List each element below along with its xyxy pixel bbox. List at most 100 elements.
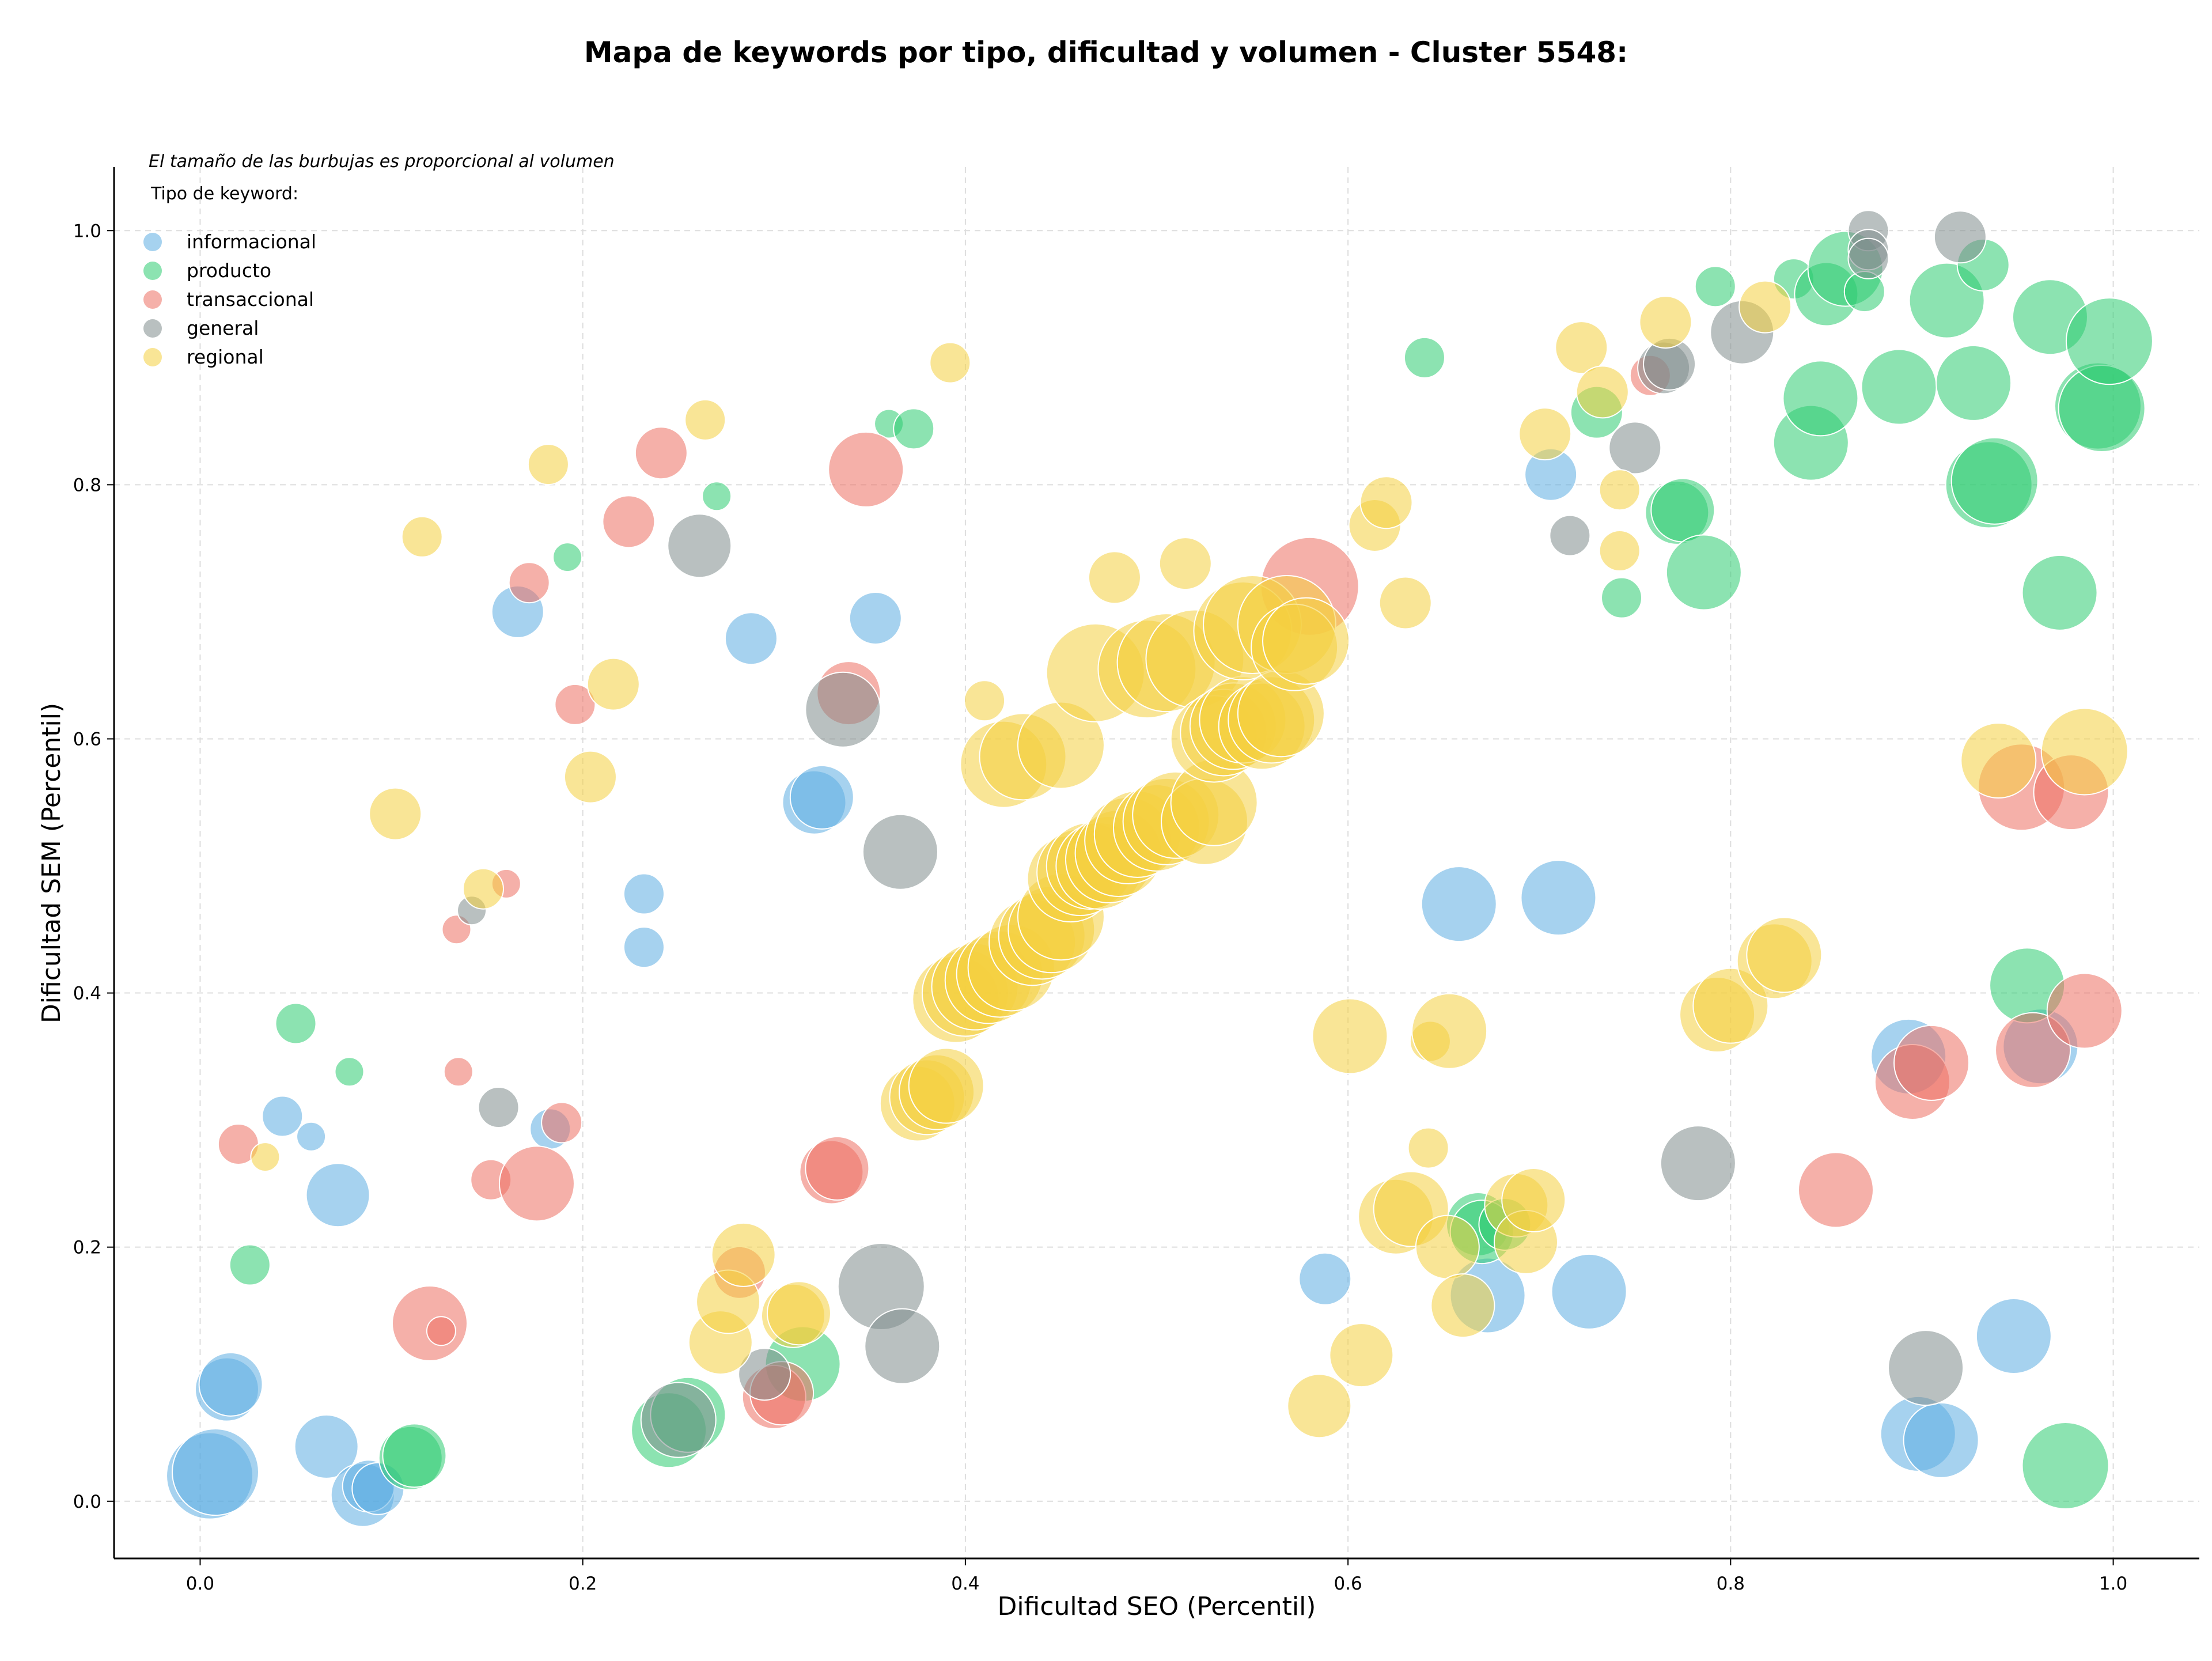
bubble-producto[interactable] <box>229 1244 271 1286</box>
bubble-transaccional[interactable] <box>508 562 550 604</box>
bubble-informacional[interactable] <box>724 612 778 665</box>
bubble-general[interactable] <box>1888 1330 1964 1406</box>
bubble-regional[interactable] <box>250 1142 281 1172</box>
bubble-informacional[interactable] <box>296 1121 327 1152</box>
bubble-producto[interactable] <box>334 1057 365 1087</box>
bubble-producto[interactable] <box>893 408 935 450</box>
bubble-producto[interactable] <box>1694 266 1736 308</box>
bubble-producto[interactable] <box>1665 534 1742 611</box>
bubble-regional[interactable] <box>401 516 443 558</box>
bubble-regional[interactable] <box>1738 280 1792 334</box>
bubble-producto[interactable] <box>702 481 732 512</box>
bubble-regional[interactable] <box>908 1047 984 1124</box>
bubble-general[interactable] <box>864 1308 941 1384</box>
bubble-producto[interactable] <box>1403 336 1445 379</box>
bubble-general[interactable] <box>738 1348 791 1401</box>
bubble-informacional[interactable] <box>1903 1402 1979 1478</box>
bubble-transaccional[interactable] <box>1995 1012 2071 1088</box>
bubble-informacional[interactable] <box>262 1095 304 1137</box>
bubble-regional[interactable] <box>1746 917 1823 993</box>
bubble-transaccional[interactable] <box>828 431 904 508</box>
bubble-informacional[interactable] <box>623 926 665 968</box>
bubble-informacional[interactable] <box>1551 1253 1627 1330</box>
bubble-regional[interactable] <box>527 444 569 486</box>
bubble-general[interactable] <box>1933 210 1987 264</box>
bubble-regional[interactable] <box>1359 476 1413 529</box>
bubble-regional[interactable] <box>2040 707 2128 796</box>
bubble-transaccional[interactable] <box>805 1136 870 1201</box>
bubble-regional[interactable] <box>1599 469 1641 511</box>
bubble-informacional[interactable] <box>1421 866 1497 943</box>
bubble-general[interactable] <box>1608 421 1662 475</box>
bubble-regional[interactable] <box>1262 597 1350 685</box>
bubble-producto[interactable] <box>2021 1422 2109 1509</box>
bubble-regional[interactable] <box>1312 998 1388 1074</box>
bubble-regional[interactable] <box>1501 1168 1566 1233</box>
bubble-regional[interactable] <box>766 1281 831 1346</box>
bubble-regional[interactable] <box>1415 1214 1480 1280</box>
bubble-transaccional[interactable] <box>443 1057 474 1087</box>
bubble-general[interactable] <box>862 814 938 890</box>
bubble-regional[interactable] <box>1599 530 1641 572</box>
bubble-informacional[interactable] <box>623 873 665 915</box>
bubble-transaccional[interactable] <box>602 495 656 548</box>
bubble-producto[interactable] <box>2065 297 2153 385</box>
bubble-informacional[interactable] <box>172 1428 260 1516</box>
bubble-regional[interactable] <box>462 868 504 910</box>
bubble-general[interactable] <box>478 1087 520 1129</box>
bubble-regional[interactable] <box>1960 722 2037 799</box>
bubble-transaccional[interactable] <box>426 1316 456 1346</box>
bubble-regional[interactable] <box>1287 1374 1352 1439</box>
bubble-producto[interactable] <box>1601 577 1643 619</box>
bubble-producto[interactable] <box>1950 437 2039 525</box>
bubble-regional[interactable] <box>1088 551 1141 604</box>
bubble-informacional[interactable] <box>1298 1252 1352 1306</box>
bubble-regional[interactable] <box>1575 365 1629 419</box>
bubble-transaccional[interactable] <box>634 426 688 480</box>
bubble-regional[interactable] <box>1411 993 1488 1069</box>
bubble-regional[interactable] <box>1639 296 1692 349</box>
bubble-regional[interactable] <box>563 750 617 804</box>
bubble-producto[interactable] <box>1936 345 2012 421</box>
bubble-regional[interactable] <box>586 657 640 711</box>
bubble-general[interactable] <box>1660 1125 1736 1202</box>
bubble-regional[interactable] <box>1555 321 1608 374</box>
bubble-informacional[interactable] <box>789 765 854 830</box>
bubble-producto[interactable] <box>382 1423 447 1488</box>
bubble-regional[interactable] <box>929 342 971 384</box>
bubble-regional[interactable] <box>1518 407 1572 461</box>
bubble-producto[interactable] <box>2021 554 2098 631</box>
bubble-informacional[interactable] <box>1520 860 1597 936</box>
bubble-regional[interactable] <box>711 1222 776 1287</box>
bubble-transaccional[interactable] <box>2046 973 2123 1049</box>
bubble-general[interactable] <box>1847 237 1889 279</box>
bubble-regional[interactable] <box>964 680 1006 722</box>
bubble-regional[interactable] <box>369 787 422 841</box>
bubble-general[interactable] <box>640 1382 717 1458</box>
bubble-regional[interactable] <box>1430 1273 1495 1338</box>
bubble-informacional[interactable] <box>1975 1298 2052 1375</box>
bubble-transaccional[interactable] <box>1797 1152 1874 1228</box>
bubble-general[interactable] <box>805 671 881 748</box>
bubble-transaccional[interactable] <box>541 1102 583 1144</box>
bubble-regional[interactable] <box>1158 537 1212 591</box>
bubble-producto[interactable] <box>275 1002 317 1045</box>
bubble-informacional[interactable] <box>305 1163 370 1228</box>
bubble-informacional[interactable] <box>849 591 902 645</box>
bubble-regional[interactable] <box>1407 1127 1449 1169</box>
bubble-producto[interactable] <box>1650 478 1715 543</box>
bubble-general[interactable] <box>1549 514 1591 557</box>
bubble-producto[interactable] <box>552 542 583 573</box>
bubble-regional[interactable] <box>1329 1323 1394 1388</box>
bubble-producto[interactable] <box>1782 360 1859 437</box>
bubble-informacional[interactable] <box>294 1414 359 1479</box>
bubble-regional[interactable] <box>1378 576 1432 630</box>
bubble-producto[interactable] <box>1861 349 1937 425</box>
bubble-transaccional[interactable] <box>1893 1024 1970 1101</box>
bubble-transaccional[interactable] <box>554 683 596 725</box>
bubble-general[interactable] <box>667 513 732 578</box>
bubble-regional[interactable] <box>684 399 726 441</box>
bubble-informacional[interactable] <box>198 1352 263 1417</box>
bubble-transaccional[interactable] <box>498 1145 575 1222</box>
